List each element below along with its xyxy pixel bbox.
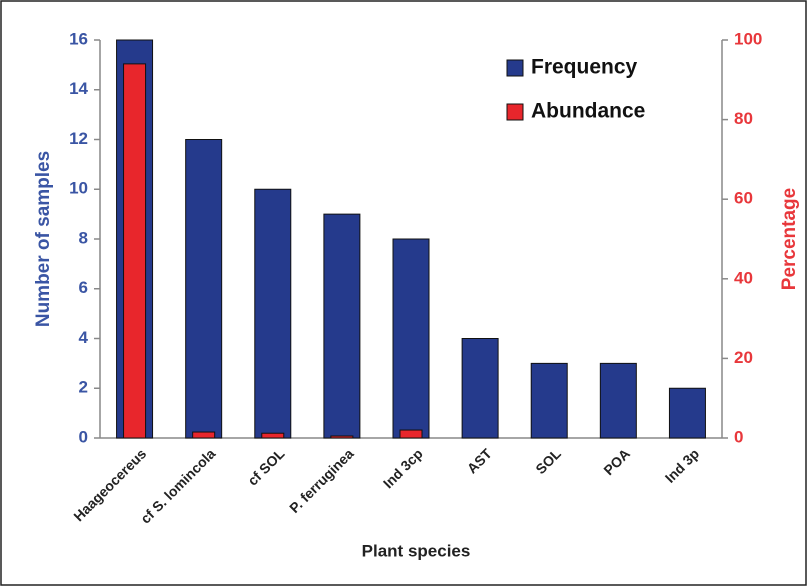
- y2-tick-label: 60: [734, 189, 753, 208]
- y2-tick-label: 80: [734, 109, 753, 128]
- y-axis-label: Number of samples: [33, 151, 54, 327]
- frequency-bar: [185, 139, 223, 439]
- abundance-bar: [330, 435, 354, 439]
- y2-axis-label: Percentage: [779, 188, 800, 290]
- y-tick-label: 0: [79, 427, 88, 446]
- y-tick-label: 4: [79, 328, 89, 347]
- abundance-bar: [192, 431, 216, 439]
- legend-label: Abundance: [531, 100, 645, 123]
- y-tick-label: 8: [79, 228, 88, 247]
- abundance-bar: [399, 429, 423, 439]
- legend-swatch: [506, 103, 524, 121]
- x-axis-label: Plant species: [362, 541, 471, 560]
- legend-swatch: [506, 59, 524, 77]
- abundance-bar: [261, 432, 285, 439]
- legend-label: Frequency: [531, 56, 638, 79]
- frequency-bar: [461, 338, 499, 439]
- frequency-bar: [599, 362, 637, 439]
- abundance-bar: [123, 63, 147, 439]
- frequency-bar: [254, 188, 292, 439]
- y2-tick-label: 20: [734, 348, 753, 367]
- y2-tick-label: 100: [734, 29, 762, 48]
- y-tick-label: 10: [69, 179, 88, 198]
- frequency-bar: [323, 213, 361, 439]
- frequency-bar: [530, 362, 568, 439]
- y-tick-label: 16: [69, 29, 88, 48]
- y2-tick-label: 40: [734, 268, 753, 287]
- y-tick-label: 12: [69, 129, 88, 148]
- y2-tick-label: 0: [734, 427, 743, 446]
- y-tick-label: 14: [69, 79, 88, 98]
- frequency-bar: [392, 238, 430, 439]
- frequency-bar: [668, 387, 706, 439]
- y-tick-label: 2: [79, 378, 88, 397]
- y-tick-label: 6: [79, 278, 88, 297]
